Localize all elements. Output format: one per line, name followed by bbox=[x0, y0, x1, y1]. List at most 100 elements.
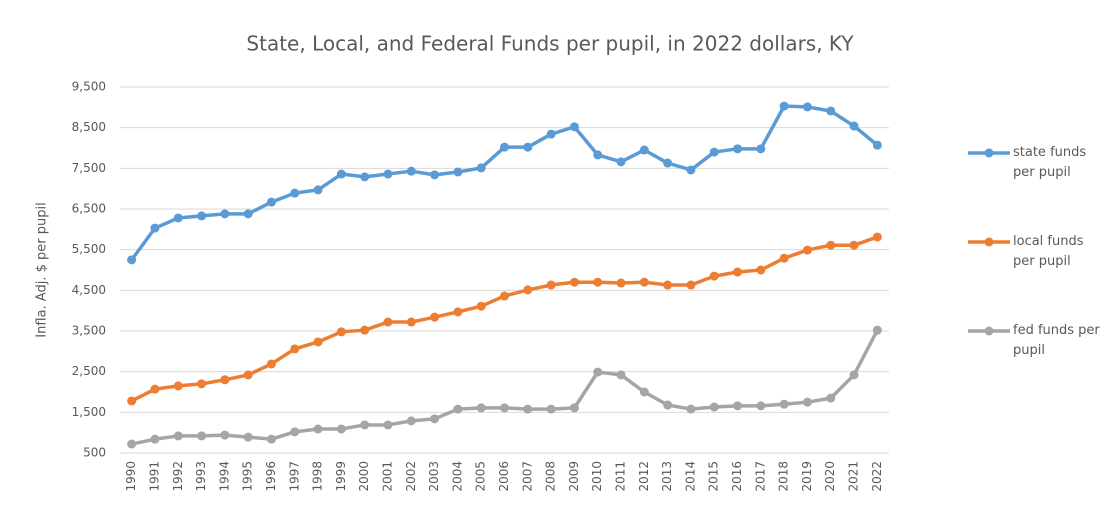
series-line bbox=[130, 104, 879, 261]
data-point bbox=[500, 142, 509, 152]
x-tick-label: 2009 bbox=[567, 461, 581, 492]
data-point bbox=[593, 277, 603, 287]
data-point bbox=[430, 170, 440, 180]
x-tick-label: 2017 bbox=[753, 461, 767, 492]
data-point bbox=[733, 267, 743, 277]
data-point bbox=[826, 106, 836, 116]
y-tick-label: 4,500 bbox=[72, 283, 106, 297]
data-point bbox=[872, 325, 882, 335]
data-point bbox=[150, 223, 160, 233]
data-point bbox=[243, 370, 253, 380]
data-point bbox=[476, 301, 486, 311]
x-tick-label: 2007 bbox=[520, 461, 534, 492]
x-tick-label: 1992 bbox=[171, 461, 185, 492]
data-point bbox=[546, 404, 556, 414]
data-point bbox=[593, 367, 603, 377]
data-point bbox=[686, 165, 696, 175]
legend-label: state funds per pupil bbox=[1013, 145, 1087, 180]
data-point bbox=[313, 337, 323, 347]
data-point bbox=[336, 424, 346, 434]
data-point bbox=[360, 325, 370, 335]
data-point bbox=[430, 312, 440, 322]
data-point bbox=[127, 255, 137, 265]
data-point bbox=[569, 122, 579, 132]
legend-marker bbox=[984, 237, 994, 247]
x-tick-label: 1995 bbox=[241, 461, 255, 492]
x-tick-label: 2011 bbox=[614, 461, 628, 492]
data-point bbox=[826, 240, 836, 250]
data-point bbox=[756, 144, 766, 154]
data-point bbox=[802, 397, 812, 407]
x-tick-label: 2020 bbox=[823, 461, 837, 492]
data-point bbox=[849, 121, 859, 131]
x-tick-label: 2002 bbox=[404, 461, 418, 492]
series-line bbox=[130, 235, 878, 403]
data-point bbox=[383, 169, 393, 179]
data-point bbox=[872, 140, 882, 150]
data-point bbox=[243, 209, 253, 219]
x-tick-label: 1990 bbox=[124, 461, 138, 492]
data-point bbox=[802, 102, 812, 112]
data-point bbox=[639, 387, 649, 397]
y-tick-label: 9,500 bbox=[72, 80, 106, 94]
x-tick-label: 2003 bbox=[427, 461, 441, 492]
data-point bbox=[266, 359, 276, 369]
data-point bbox=[500, 291, 509, 301]
data-point bbox=[663, 280, 673, 290]
x-tick-label: 2010 bbox=[590, 461, 604, 492]
x-tick-label: 1997 bbox=[287, 461, 301, 492]
data-point bbox=[639, 277, 649, 287]
data-point bbox=[313, 424, 323, 434]
data-point bbox=[406, 317, 416, 327]
x-tick-label: 2005 bbox=[474, 461, 488, 492]
data-point bbox=[197, 379, 207, 389]
x-tick-label: 2019 bbox=[800, 461, 814, 492]
y-tick-label: 6,500 bbox=[72, 202, 106, 216]
x-tick-label: 1996 bbox=[264, 461, 278, 492]
data-point bbox=[733, 144, 743, 154]
data-point bbox=[173, 213, 183, 223]
data-point bbox=[406, 166, 416, 176]
x-tick-label: 2022 bbox=[870, 461, 884, 492]
data-point bbox=[383, 420, 393, 430]
x-tick-label: 1998 bbox=[311, 461, 325, 492]
x-tick-label: 2015 bbox=[707, 461, 721, 492]
data-point bbox=[197, 211, 207, 221]
data-point bbox=[220, 430, 230, 440]
data-point bbox=[546, 280, 556, 290]
x-tick-label: 1994 bbox=[217, 461, 231, 492]
data-point bbox=[523, 142, 533, 152]
data-point bbox=[220, 209, 230, 219]
y-tick-label: 8,500 bbox=[72, 120, 106, 134]
data-point bbox=[336, 169, 346, 179]
data-point bbox=[173, 431, 183, 441]
data-point bbox=[779, 101, 789, 111]
data-point bbox=[616, 157, 626, 167]
data-point bbox=[616, 278, 626, 288]
data-point bbox=[220, 375, 230, 385]
data-point bbox=[756, 401, 766, 411]
y-axis-label: Infla. Adj. $ per pupil bbox=[35, 202, 50, 337]
data-point bbox=[476, 163, 486, 173]
series-line bbox=[131, 329, 879, 446]
data-point bbox=[826, 393, 836, 403]
data-point bbox=[430, 414, 440, 424]
data-point bbox=[686, 280, 696, 290]
x-tick-label: 2018 bbox=[777, 461, 791, 492]
data-point bbox=[173, 381, 183, 391]
y-tick-label: 1,500 bbox=[72, 405, 106, 419]
data-point bbox=[709, 147, 719, 157]
data-point bbox=[849, 370, 859, 380]
data-point bbox=[523, 285, 533, 295]
data-point bbox=[639, 145, 649, 155]
y-tick-label: 5,500 bbox=[72, 242, 106, 256]
data-point bbox=[756, 265, 766, 275]
data-point bbox=[453, 404, 463, 414]
data-point bbox=[802, 245, 812, 255]
data-point bbox=[569, 403, 579, 413]
data-point bbox=[313, 185, 323, 195]
x-tick-label: 2001 bbox=[380, 461, 394, 492]
legend-label: local funds per pupil bbox=[1013, 234, 1084, 269]
x-tick-label: 2016 bbox=[730, 461, 744, 492]
x-tick-label: 2014 bbox=[683, 461, 697, 492]
